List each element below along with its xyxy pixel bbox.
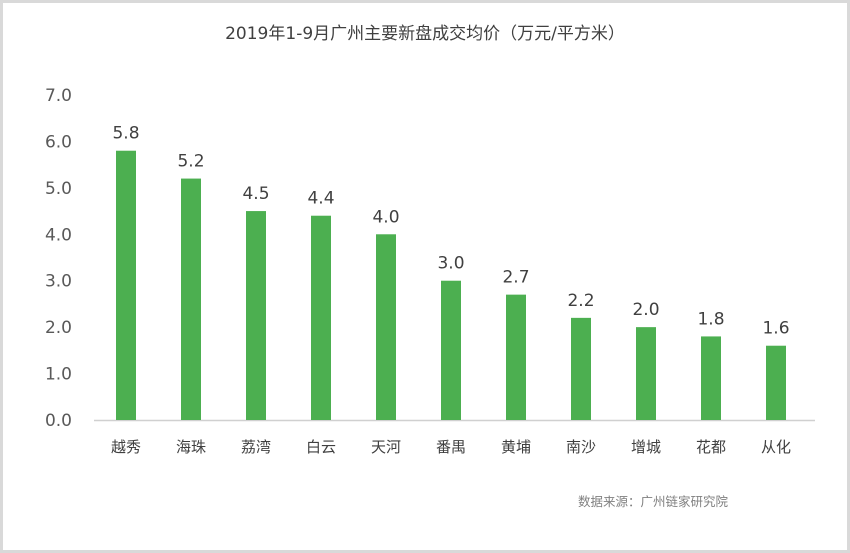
data-label: 2.0 — [632, 300, 659, 320]
source-note: 数据来源：广州链家研究院 — [578, 494, 729, 509]
bar-5 — [441, 280, 461, 420]
data-label: 2.2 — [567, 291, 594, 311]
bar-4 — [376, 234, 396, 420]
y-tick-label: 7.0 — [45, 86, 72, 106]
category-label: 白云 — [306, 438, 336, 456]
bar-0 — [116, 150, 136, 420]
y-tick-label: 0.0 — [45, 411, 72, 431]
data-label: 5.2 — [177, 152, 204, 172]
data-label: 2.7 — [502, 268, 529, 288]
data-label: 4.5 — [242, 184, 269, 204]
bar-7 — [571, 317, 591, 420]
category-label: 从化 — [761, 438, 791, 456]
category-label: 荔湾 — [241, 438, 271, 456]
y-tick-label: 1.0 — [45, 365, 72, 385]
bar-2 — [246, 211, 266, 420]
data-label: 4.0 — [372, 207, 399, 227]
category-label: 天河 — [371, 438, 401, 456]
y-tick-label: 4.0 — [45, 225, 72, 245]
category-label: 越秀 — [111, 438, 141, 456]
category-label: 增城 — [631, 438, 661, 456]
bar-9 — [701, 336, 721, 420]
bar-8 — [636, 327, 656, 420]
y-tick-label: 3.0 — [45, 272, 72, 292]
y-tick-label: 2.0 — [45, 318, 72, 338]
category-label: 黄埔 — [501, 438, 531, 456]
data-label: 4.4 — [307, 189, 334, 209]
y-tick-label: 5.0 — [45, 179, 72, 199]
data-label: 1.6 — [762, 319, 789, 339]
bar-10 — [766, 345, 786, 420]
bar-6 — [506, 294, 526, 420]
chart-title: 2019年1-9月广州主要新盘成交均价（万元/平方米） — [225, 24, 625, 44]
data-label: 5.8 — [112, 124, 139, 144]
category-label: 番禺 — [436, 438, 466, 456]
data-label: 1.8 — [697, 309, 724, 329]
category-label: 南沙 — [566, 438, 596, 456]
bar-3 — [311, 215, 331, 420]
category-label: 花都 — [696, 438, 726, 456]
data-label: 3.0 — [437, 254, 464, 274]
bar-1 — [181, 178, 201, 420]
y-tick-label: 6.0 — [45, 132, 72, 152]
category-label: 海珠 — [176, 438, 206, 456]
